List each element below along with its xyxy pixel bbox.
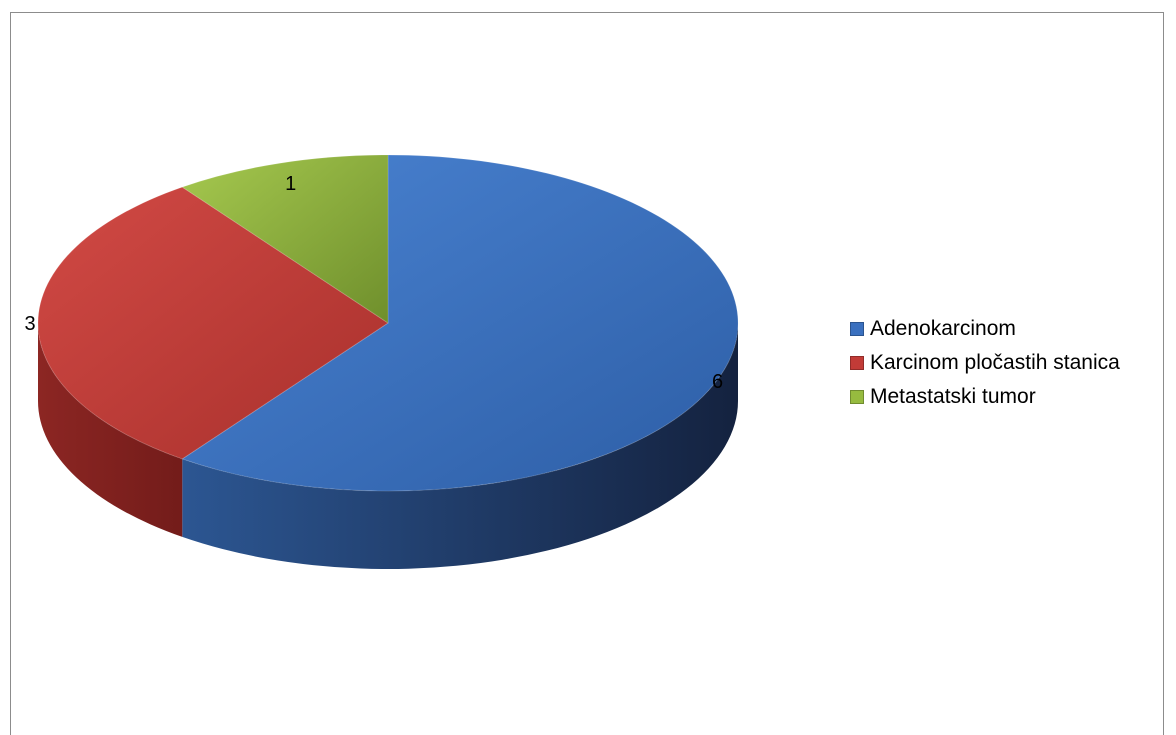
data-label-adenokarcinom: 6 xyxy=(712,371,723,393)
legend-swatch-icon xyxy=(850,356,864,370)
pie-slice-metastatski xyxy=(181,154,389,324)
pie-slice-karcinom xyxy=(37,186,389,460)
legend-item: Karcinom pločastih stanica xyxy=(850,346,1120,380)
legend-label: Metastatski tumor xyxy=(870,385,1036,408)
pie-side-adenokarcinom xyxy=(182,323,738,569)
pie-side-karcinom xyxy=(38,323,183,537)
legend-item: Adenokarcinom xyxy=(850,312,1120,346)
chart-legend: Adenokarcinom Karcinom pločastih stanica… xyxy=(850,312,1120,414)
data-label-metastatski: 1 xyxy=(285,173,296,195)
legend-label: Karcinom pločastih stanica xyxy=(870,351,1120,374)
legend-swatch-icon xyxy=(850,322,864,336)
chart-area xyxy=(10,12,1164,735)
legend-label: Adenokarcinom xyxy=(870,317,1016,340)
data-label-karcinom: 3 xyxy=(24,313,35,335)
legend-swatch-icon xyxy=(850,390,864,404)
pie-slice-adenokarcinom xyxy=(181,154,739,492)
legend-item: Metastatski tumor xyxy=(850,380,1120,414)
